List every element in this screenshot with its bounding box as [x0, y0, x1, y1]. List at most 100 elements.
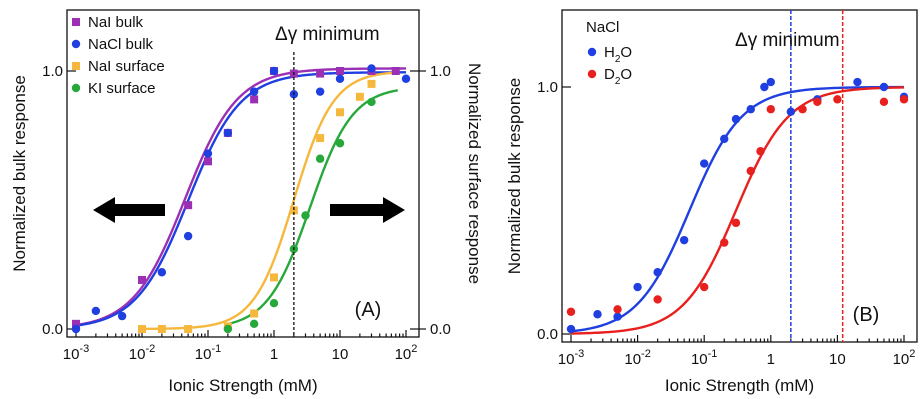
- y-tick-label: 1.0: [537, 79, 558, 96]
- data-point: [766, 77, 775, 87]
- data-point: [367, 79, 376, 88]
- data-point: [138, 275, 146, 284]
- data-point: [367, 64, 376, 73]
- data-point: [798, 105, 807, 114]
- data-point: [203, 149, 213, 158]
- data-point: [72, 319, 80, 328]
- y2-tick-label: 1.0: [430, 63, 451, 80]
- plot-frame: [66, 9, 420, 338]
- data-point: [335, 139, 345, 148]
- data-point: [731, 114, 741, 124]
- data-point: [813, 97, 822, 107]
- data-point: [250, 95, 259, 104]
- fit-curve: [75, 67, 407, 327]
- panel-b: 10-3 10-2 10-1 1 10 102 0.0 1.0 Ionic Strength (…: [505, 9, 918, 395]
- x-tick-label: 1: [270, 346, 278, 363]
- data-point: [786, 107, 796, 116]
- x-tick-label: 102: [893, 348, 916, 368]
- y-tick-label: 1.0: [42, 63, 63, 80]
- data-point: [700, 282, 709, 292]
- data-point: [270, 273, 278, 282]
- legend-marker: [587, 47, 597, 57]
- delta-gamma-label: Δγ minimum: [275, 24, 380, 45]
- data-point: [566, 324, 576, 334]
- y-axis-label: Normalized bulk response: [505, 78, 524, 275]
- data-point: [183, 231, 193, 241]
- data-point: [766, 105, 775, 114]
- data-point: [731, 218, 741, 228]
- legend-label: NaCl bulk: [88, 36, 154, 53]
- data-point: [269, 299, 279, 308]
- data-point: [71, 324, 81, 334]
- y-tick-label: 0.0: [537, 326, 558, 343]
- x-axis-label: Ionic Strength (mM): [665, 376, 814, 395]
- data-point: [336, 67, 344, 75]
- data-point: [756, 147, 765, 156]
- data-point: [720, 238, 729, 247]
- y-axis-label: Normalized bulk response: [10, 75, 29, 272]
- data-point: [879, 82, 889, 92]
- x-tick-label: 1: [767, 351, 775, 368]
- data-point: [335, 74, 345, 83]
- legend-marker: [71, 39, 81, 49]
- data-point: [315, 154, 325, 163]
- data-point: [367, 97, 376, 107]
- y2-tick-label: 0.0: [430, 321, 451, 338]
- data-point: [853, 77, 862, 87]
- panel-a: 10-3 10-2 10-1 1 10 102 0.0 1.0 0.0 1.0 Ionic Stre…: [10, 9, 484, 395]
- data-point: [613, 305, 622, 314]
- fit-curves: [75, 67, 407, 331]
- data-point: [184, 325, 193, 333]
- data-point: [204, 157, 212, 166]
- data-point: [700, 159, 709, 168]
- data-point: [315, 87, 325, 96]
- data-point: [593, 310, 602, 319]
- data-point: [566, 307, 576, 316]
- data-point: [249, 319, 259, 329]
- legend-marker: [72, 18, 80, 26]
- data-point: [223, 324, 233, 334]
- x-tick-label: 10: [332, 346, 349, 363]
- data-point: [316, 134, 325, 143]
- data-point: [336, 108, 344, 117]
- x-tick-label: 10-3: [558, 348, 584, 368]
- data-point: [138, 325, 146, 333]
- data-point: [91, 306, 101, 316]
- data-point: [157, 268, 167, 277]
- data-point: [633, 282, 642, 292]
- data-point: [316, 69, 325, 78]
- data-point: [760, 82, 769, 92]
- legend-label: H2O: [604, 44, 632, 65]
- fit-curve: [75, 71, 407, 327]
- x-tick-label: 10-2: [129, 343, 155, 363]
- data-point: [720, 134, 729, 144]
- data-point: [289, 206, 298, 215]
- data-point: [391, 67, 400, 75]
- legend-marker: [587, 69, 597, 79]
- legend-label: NaI surface: [88, 58, 165, 75]
- fit-curves: [570, 85, 905, 335]
- data-point: [833, 95, 842, 104]
- data-point: [613, 312, 622, 321]
- panel-label: (B): [853, 304, 880, 326]
- legend-label: NaI bulk: [88, 14, 144, 31]
- fit-curve: [570, 86, 905, 335]
- data-point: [223, 128, 233, 138]
- x-tick-label: 10-1: [691, 348, 717, 368]
- data-point: [679, 235, 689, 245]
- data-point: [899, 95, 909, 104]
- x-tick-label: 10-2: [624, 348, 650, 368]
- x-tick-label: 10-1: [195, 343, 221, 363]
- y2-axis-label: Normalized surface response: [465, 63, 484, 284]
- x-axis-label: Ionic Strength (mM): [168, 376, 317, 395]
- data-point: [301, 211, 310, 220]
- x-tick-label: 10: [829, 351, 846, 368]
- plot-frame: [561, 9, 918, 343]
- data-point: [355, 92, 364, 101]
- data-point: [653, 268, 662, 277]
- data-point: [879, 97, 889, 107]
- data-point: [746, 105, 755, 114]
- x-tick-label: 102: [395, 343, 418, 363]
- legend-title: NaCl: [586, 19, 619, 36]
